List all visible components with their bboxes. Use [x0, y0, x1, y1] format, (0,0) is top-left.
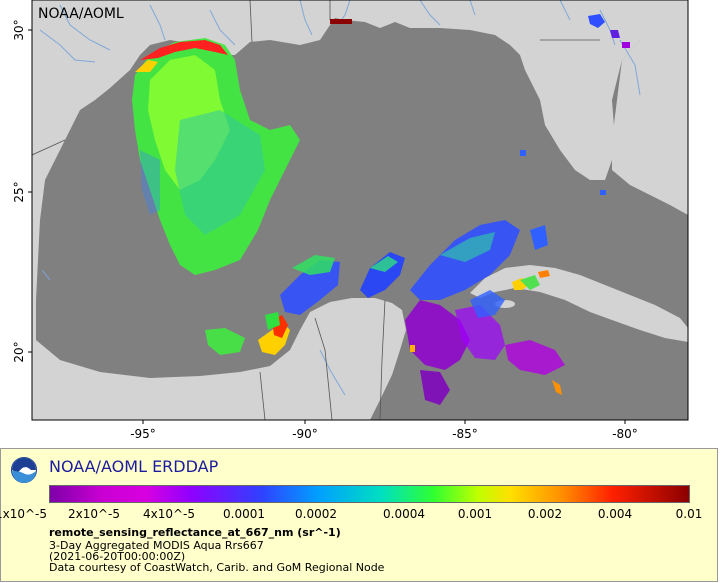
lon-label-95: -95°	[130, 427, 156, 441]
legend-panel: NOAA/AOML ERDDAP 1x10^-5 2x10^-5 4x10^-5…	[0, 448, 718, 582]
colorbar-label: 0.002	[527, 507, 563, 521]
rivers	[39, 0, 641, 396]
map-panel: NOAA/AOML 30° 25° 20° -95° -90° -85° -80…	[12, 0, 689, 441]
colorbar-label: 4x10^-5	[142, 507, 196, 521]
colorbar-label: 0.0001	[223, 507, 265, 521]
colorbar-label: 0.0002	[295, 507, 337, 521]
colorbar-label: 0.004	[597, 507, 633, 521]
colorbar-label: 2x10^-5	[67, 507, 121, 521]
lat-label-20: 20°	[12, 341, 26, 362]
dataset-title: 3-Day Aggregated MODIS Aqua Rrs667	[49, 539, 264, 552]
lat-label-30: 30°	[12, 19, 26, 40]
colorbar	[49, 485, 690, 503]
colorbar-label: 0.0004	[383, 507, 425, 521]
org-title: NOAA/AOML ERDDAP	[49, 457, 219, 476]
lon-label-80: -80°	[612, 427, 638, 441]
noaa-logo-icon	[11, 457, 37, 483]
land-mexico	[36, 298, 406, 420]
lon-label-85: -85°	[452, 427, 478, 441]
data-credit: Data courtesy of CoastWatch, Carib. and …	[49, 561, 385, 574]
time-stamp: (2021-06-20T00:00:00Z)	[49, 550, 186, 563]
colorbar-label: 1x10^-5	[0, 507, 48, 521]
colorbar-label: 0.001	[457, 507, 493, 521]
plot-frame	[31, 0, 689, 421]
lon-ticks	[142, 420, 626, 424]
colorbar-label: 0.01	[675, 507, 703, 521]
lat-ticks	[28, 29, 32, 353]
land-florida	[612, 40, 688, 215]
variable-name: remote_sensing_reflectance_at_667_nm (sr…	[49, 526, 341, 539]
map-watermark: NOAA/AOML	[38, 6, 124, 22]
lat-label-25: 25°	[12, 181, 26, 202]
borders	[32, 0, 600, 420]
reflectance-data	[132, 14, 630, 405]
lon-label-90: -90°	[292, 427, 318, 441]
